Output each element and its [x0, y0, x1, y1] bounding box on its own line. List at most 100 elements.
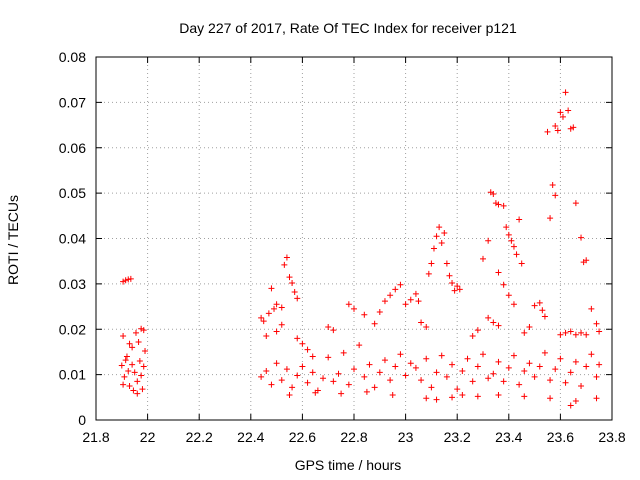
data-point: [562, 379, 569, 386]
data-point: [454, 386, 461, 393]
data-point: [544, 128, 551, 135]
data-point: [263, 367, 270, 374]
data-point: [330, 327, 337, 334]
axis-ticks: 21.8 22 22.2 22.4 22.6 22.8 23 23.2 23.4 23.6 23.8…: [59, 49, 626, 445]
data-point: [433, 396, 440, 403]
data-point: [516, 216, 523, 223]
data-point: [361, 311, 368, 318]
data-point: [500, 202, 507, 209]
data-point: [469, 378, 476, 385]
data-point: [363, 388, 370, 395]
data-point: [345, 301, 352, 308]
data-point: [449, 279, 456, 286]
data-point: [325, 323, 332, 330]
data-point: [120, 278, 127, 285]
data-point: [593, 373, 600, 380]
data-point: [299, 340, 306, 347]
data-point: [131, 369, 138, 376]
data-point: [456, 286, 463, 293]
data-point: [485, 314, 492, 321]
y-axis-label: ROTI / TECUs: [5, 195, 21, 285]
data-point: [126, 382, 133, 389]
data-point: [438, 240, 445, 247]
data-point: [138, 325, 145, 332]
data-point: [136, 358, 143, 365]
x-tick-label: 23.2: [444, 429, 471, 445]
data-point: [294, 372, 301, 379]
data-point: [122, 357, 129, 364]
data-point: [536, 363, 543, 370]
data-points: [118, 89, 603, 409]
data-point: [516, 381, 523, 388]
data-point: [258, 314, 265, 321]
data-point: [415, 298, 422, 305]
data-point: [263, 333, 270, 340]
data-point: [510, 352, 517, 359]
data-point: [423, 395, 430, 402]
x-tick-label: 23.6: [547, 429, 574, 445]
data-point: [557, 355, 564, 362]
data-point: [325, 354, 332, 361]
data-point: [139, 386, 146, 393]
data-point: [547, 215, 554, 222]
data-point: [338, 390, 345, 397]
data-point: [294, 335, 301, 342]
data-point: [554, 127, 561, 134]
data-point: [397, 351, 404, 358]
data-point: [351, 305, 357, 312]
data-point: [572, 358, 579, 365]
data-point: [562, 89, 569, 96]
data-point: [142, 348, 149, 355]
data-point: [371, 384, 378, 391]
data-point: [541, 313, 548, 320]
data-point: [271, 305, 278, 312]
data-point: [464, 355, 471, 362]
data-point: [567, 369, 574, 376]
data-point: [510, 301, 517, 308]
data-point: [281, 261, 288, 268]
data-point: [578, 382, 585, 389]
data-point: [418, 377, 425, 384]
data-point: [596, 361, 603, 368]
data-point: [121, 373, 128, 380]
data-point: [122, 277, 129, 284]
data-point: [278, 304, 285, 311]
data-point: [312, 389, 319, 396]
data-point: [299, 363, 306, 370]
data-point: [126, 340, 133, 347]
data-point: [118, 362, 125, 369]
data-point: [495, 358, 502, 365]
data-point: [129, 344, 136, 351]
data-point: [559, 113, 566, 120]
x-tick-label: 22.8: [340, 429, 367, 445]
data-point: [500, 281, 507, 288]
data-point: [557, 331, 564, 338]
data-point: [428, 384, 435, 391]
data-point: [552, 122, 559, 129]
data-point: [387, 292, 394, 299]
data-point: [521, 393, 528, 400]
data-point: [397, 281, 404, 288]
data-point: [490, 319, 497, 326]
data-point: [402, 372, 409, 379]
data-point: [330, 378, 337, 385]
data-point: [549, 181, 556, 188]
data-point: [449, 394, 456, 401]
y-tick-label: 0: [78, 412, 86, 428]
data-point: [381, 357, 388, 364]
data-point: [273, 328, 280, 335]
x-tick-label: 23.8: [598, 429, 625, 445]
y-tick-label: 0.05: [59, 185, 86, 201]
data-point: [539, 307, 546, 314]
data-point: [123, 353, 130, 360]
data-point: [541, 349, 548, 356]
data-point: [376, 309, 383, 316]
data-point: [593, 395, 600, 402]
y-tick-label: 0.01: [59, 367, 86, 383]
data-point: [567, 328, 574, 335]
data-point: [268, 285, 275, 292]
data-point: [389, 392, 396, 399]
x-tick-label: 22.6: [289, 429, 316, 445]
y-tick-label: 0.03: [59, 276, 86, 292]
chart-title: Day 227 of 2017, Rate Of TEC Index for r…: [179, 20, 517, 36]
